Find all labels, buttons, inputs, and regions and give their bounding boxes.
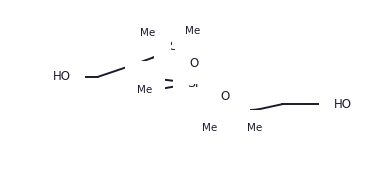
Text: Me: Me [202,123,217,133]
Text: Me: Me [140,29,156,38]
Text: Me: Me [137,85,153,95]
Text: Si: Si [187,77,199,90]
Text: O: O [189,57,199,70]
Text: Me: Me [247,123,262,133]
Text: HO: HO [333,98,352,111]
Text: HO: HO [53,70,71,83]
Text: Me: Me [185,26,200,36]
Text: Si: Si [224,106,235,118]
Text: Me: Me [137,74,153,84]
Text: O: O [221,90,230,103]
Text: Si: Si [170,40,181,53]
